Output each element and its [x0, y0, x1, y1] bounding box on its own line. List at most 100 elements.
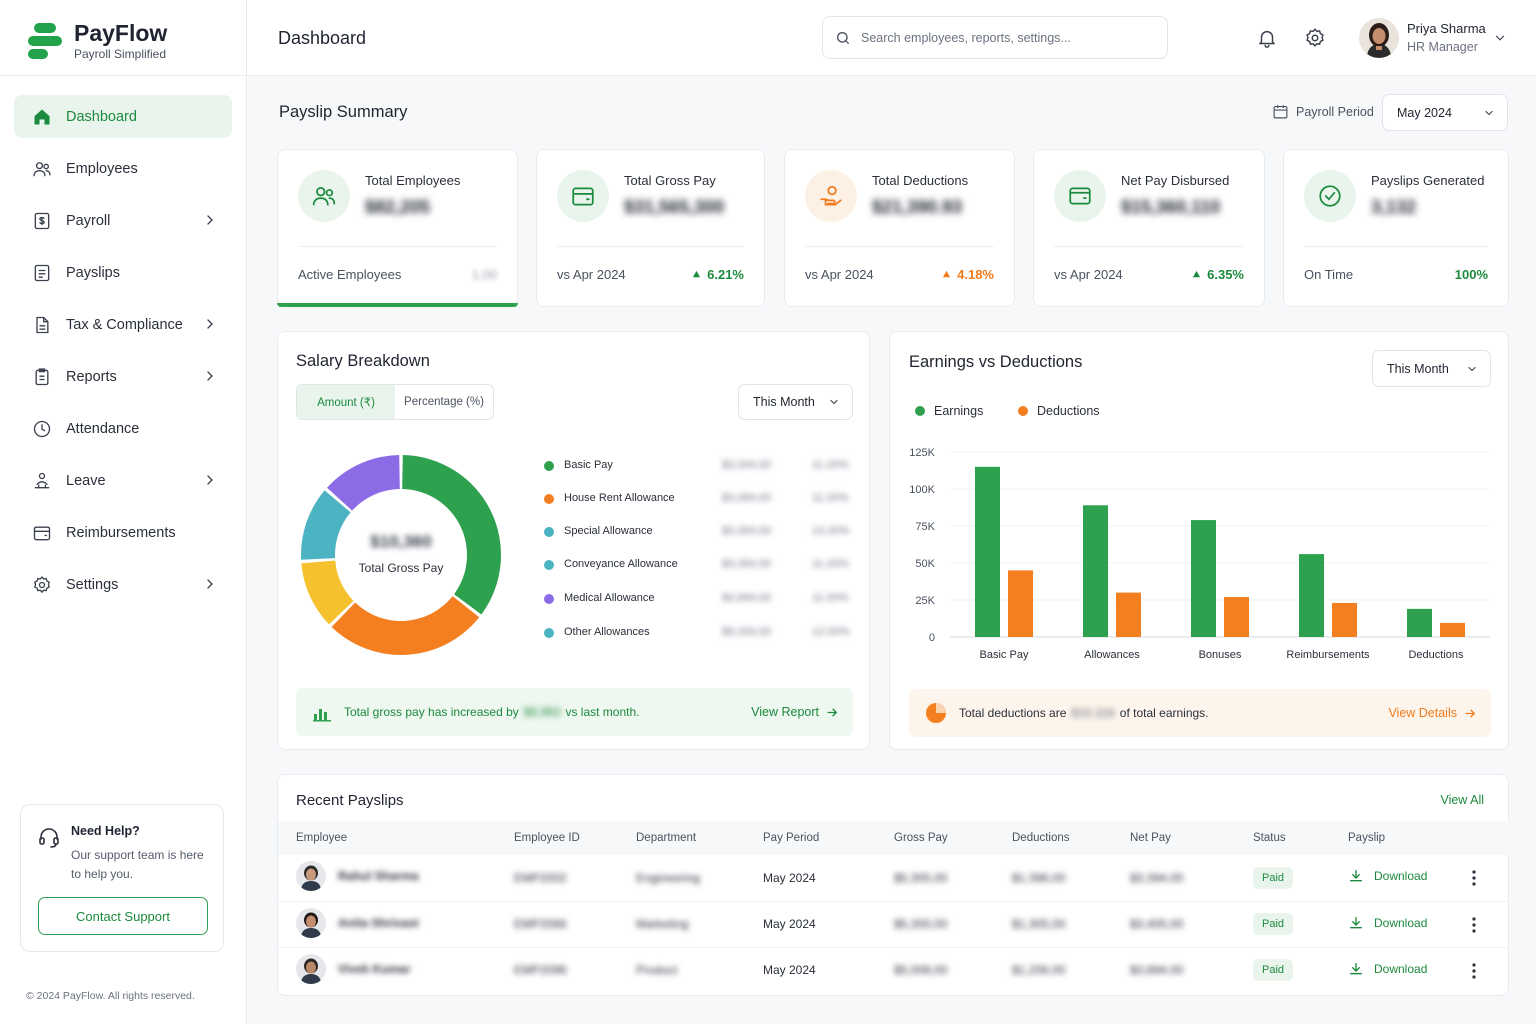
more-options-icon[interactable] [1472, 962, 1476, 979]
deductions-bar [1440, 622, 1465, 637]
sidebar-item-payslips[interactable]: Payslips [14, 251, 232, 294]
users-icon [312, 187, 336, 206]
x-tick-label: Basic Pay [980, 649, 1029, 661]
tab-amount[interactable]: Amount (₹) [297, 385, 395, 419]
top-header: Dashboard Priya Sharma HR Manager [247, 0, 1536, 76]
deductions-bar [1008, 570, 1033, 637]
payroll-period-select[interactable]: May 2024 [1382, 94, 1508, 131]
column-header: Department [636, 821, 763, 855]
divider [557, 246, 744, 247]
kpi-title: Total Gross Pay [624, 173, 716, 188]
earnings-title: Earnings vs Deductions [909, 353, 1083, 371]
status-badge: Paid [1253, 913, 1294, 935]
deductions: $1,396,00 [1012, 855, 1130, 902]
sidebar-item-employees[interactable]: Employees [14, 147, 232, 190]
earnings-period-select[interactable]: This Month [1372, 350, 1491, 387]
recent-title: Recent Payslips [296, 792, 404, 809]
more-options-icon[interactable] [1472, 870, 1476, 886]
sidebar: PayFlow Payroll Simplified Dashboard Emp… [0, 0, 247, 1024]
sidebar-item-reports[interactable]: Reports [14, 355, 232, 398]
kpi-delta: 6.35% [1192, 267, 1244, 282]
kpi-delta-value: 6.35% [1207, 267, 1244, 282]
chevron-right-icon[interactable] [202, 368, 218, 384]
arrow-right-icon[interactable] [826, 706, 839, 719]
leave-icon-wrap [32, 471, 52, 491]
user-avatar[interactable] [1359, 18, 1399, 58]
legend-item: House Rent Allowance $3,394,00 11.20% [544, 490, 854, 508]
kpi-icon-circle [557, 170, 609, 222]
salary-period-select[interactable]: This Month [738, 384, 853, 420]
kpi-delta: 1,00 [472, 267, 497, 282]
calendar-icon [1273, 105, 1288, 119]
chevron-right-icon[interactable] [202, 576, 218, 592]
download-button[interactable]: Download [1348, 868, 1427, 884]
kpi-icon-circle [805, 170, 857, 222]
legend-percent: 14.20% [812, 525, 850, 537]
sidebar-item-attendance[interactable]: Attendance [14, 407, 232, 450]
y-tick-label: 0 [929, 632, 935, 644]
view-report-link[interactable]: View Report [751, 705, 819, 719]
table-row[interactable]: Vivek Kumar EMP2096 Product May 2024 $5,… [278, 947, 1509, 993]
chevron-right-icon[interactable] [202, 316, 218, 332]
sidebar-item-label: Reports [66, 368, 117, 385]
arrow-right-icon[interactable] [1464, 707, 1477, 720]
view-all-link[interactable]: View All [1440, 793, 1484, 807]
sidebar-item-settings[interactable]: Settings [14, 563, 232, 606]
sidebar-item-label: Attendance [66, 420, 140, 437]
search-input[interactable] [861, 30, 1151, 45]
trend-up-icon [1193, 270, 1201, 278]
chevron-right-icon[interactable] [202, 472, 218, 488]
chevron-down-icon[interactable] [1493, 31, 1507, 45]
bell-icon[interactable] [1256, 27, 1278, 49]
sidebar-item-dashboard[interactable]: Dashboard [14, 95, 232, 138]
column-header: Net Pay [1130, 821, 1253, 855]
view-details-link[interactable]: View Details [1388, 706, 1457, 720]
legend-percent: 12.00% [812, 626, 850, 638]
search-icon [837, 31, 849, 44]
employee-id: EMP2002 [514, 855, 636, 902]
kpi-value: 3,132 [1371, 197, 1417, 217]
download-button[interactable]: Download [1348, 961, 1427, 977]
net-pay: $3,894,00 [1130, 963, 1184, 978]
legend-amount: $3,394,00 [722, 492, 771, 504]
kpi-card-net-pay-disbursed[interactable]: Net Pay Disbursed $15,360,110 vs Apr 202… [1033, 149, 1265, 307]
kpi-footnote: Active Employees [298, 267, 402, 282]
kpi-delta-value: 1,00 [471, 267, 497, 282]
sidebar-item-payroll[interactable]: Payroll [14, 199, 232, 242]
gear-icon[interactable] [1304, 27, 1326, 49]
recent-payslips-card: Recent Payslips View All Employee Employe… [277, 774, 1509, 996]
pay-period: May 2024 [763, 901, 894, 948]
x-tick-label: Reimbursements [1286, 649, 1370, 661]
kpi-delta: 4.18% [942, 267, 994, 282]
column-header: Employee [278, 821, 514, 855]
legend-percent: 11.20% [812, 558, 849, 570]
kpi-delta-value: 100% [1454, 267, 1488, 282]
divider [805, 246, 994, 247]
download-button[interactable]: Download [1348, 915, 1427, 931]
tab-percentage[interactable]: Percentage (%) [404, 396, 484, 408]
kpi-card-total-gross-pay[interactable]: Total Gross Pay $31,565,300 vs Apr 2024 … [536, 149, 765, 307]
active-indicator [277, 303, 518, 307]
legend-item: Medical Allowance $4,994,00 11.00% [544, 590, 854, 608]
kpi-card-total-deductions[interactable]: Total Deductions $21,390.93 vs Apr 2024 … [784, 149, 1015, 307]
table-row[interactable]: Rahul Sharma EMP2002 Engineering May 202… [278, 855, 1509, 902]
sidebar-item-reimbursements[interactable]: Reimbursements [14, 511, 232, 554]
kpi-title: Payslips Generated [1371, 173, 1485, 188]
contact-support-button[interactable]: Contact Support [38, 897, 208, 935]
search-box[interactable] [822, 16, 1168, 59]
divider [1054, 246, 1244, 247]
deductions-note-prefix: Total deductions are [959, 706, 1067, 720]
legend-dot [544, 461, 554, 471]
kpi-card-payslips-generated[interactable]: Payslips Generated 3,132 On Time 100% [1283, 149, 1509, 307]
more-options-icon[interactable] [1472, 916, 1476, 933]
sidebar-item-leave[interactable]: Leave [14, 459, 232, 502]
kpi-card-total-employees[interactable]: Total Employees $82,205 Active Employees… [277, 149, 518, 307]
brand[interactable]: PayFlow Payroll Simplified [28, 18, 167, 64]
table-row[interactable]: Anita Shrivast EMP2066 Marketing May 202… [278, 901, 1509, 948]
earnings-bar [1299, 554, 1324, 637]
legend-percent: 11.20% [812, 459, 849, 471]
legend-percent: 11.20% [812, 492, 849, 504]
status-badge: Paid [1253, 866, 1294, 889]
chevron-right-icon[interactable] [202, 212, 218, 228]
sidebar-item-tax-compliance[interactable]: Tax & Compliance [14, 303, 232, 346]
